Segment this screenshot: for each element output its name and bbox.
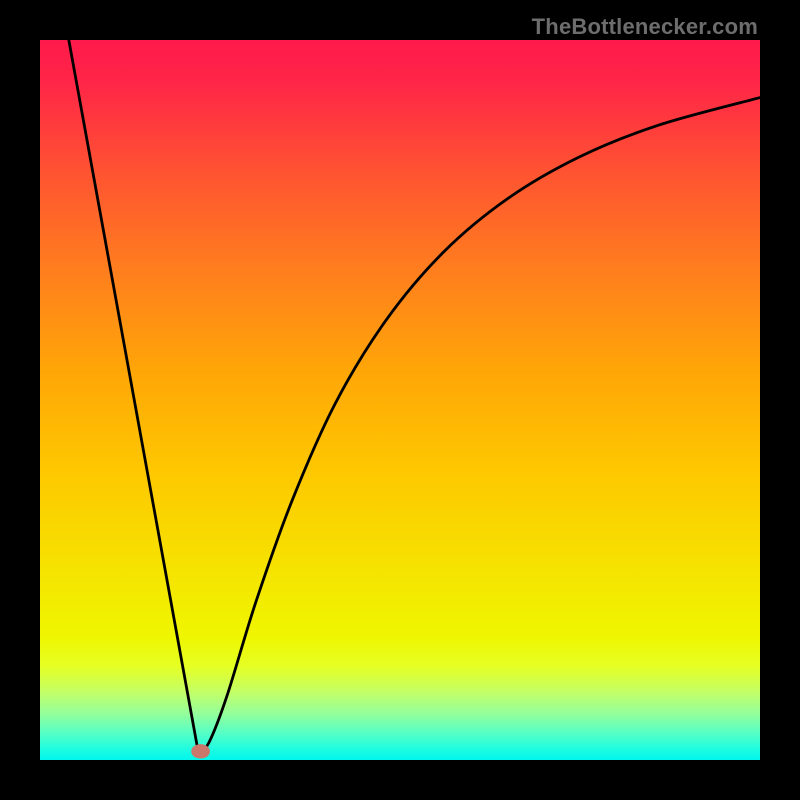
minimum-marker <box>191 744 210 758</box>
bottleneck-curve <box>69 40 760 753</box>
plot-area <box>40 40 760 760</box>
curve-layer <box>40 40 760 760</box>
watermark-text: TheBottlenecker.com <box>532 14 758 40</box>
chart-frame: TheBottlenecker.com <box>0 0 800 800</box>
